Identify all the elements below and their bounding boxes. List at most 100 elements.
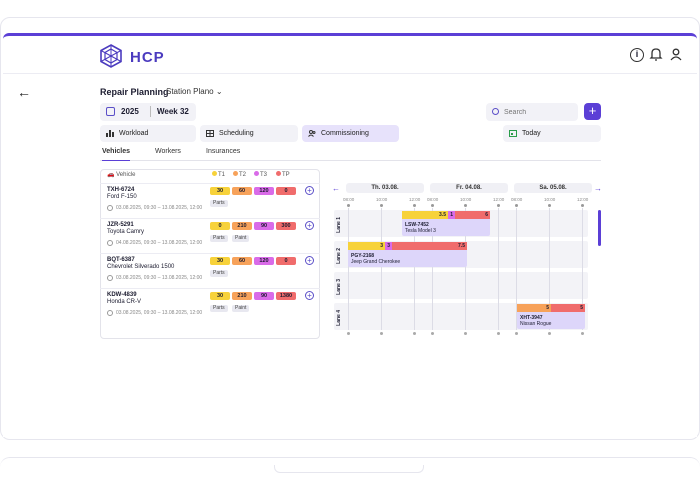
vehicle-time: 04.08.2025, 09:30 – 13.08.2025, 12:00 [116, 240, 203, 246]
grid-icon [206, 130, 214, 137]
legend-t3: T3 [254, 171, 267, 178]
user-icon[interactable] [669, 47, 683, 62]
badge-t1: 0 [210, 222, 230, 230]
add-button[interactable]: + [584, 103, 601, 120]
vehicle-plate: TXH-6724 [107, 187, 135, 193]
job-card[interactable]: 3 3 7.5 PGY-2168 Jeep Grand Cherokee [348, 242, 467, 267]
job-plate: PGY-2168 [351, 253, 375, 259]
hour-label: 10:00 [544, 197, 556, 202]
hour-tick [347, 204, 350, 207]
station-select[interactable]: Station Plano ⌄ [166, 87, 223, 96]
year-value: 2025 [121, 107, 139, 116]
grid-line [348, 208, 349, 330]
job-seg-tp: 6 [455, 211, 490, 219]
vehicle-row[interactable]: BQT-6387 Chevrolet Silverado 1500 03.08.… [100, 253, 320, 288]
device-notch [274, 465, 424, 473]
vehicle-row[interactable]: JZR-5291 Toyota Camry 04.08.2025, 09:30 … [100, 218, 320, 253]
grid-dot [497, 332, 500, 335]
badge-t1: 30 [210, 292, 230, 300]
badge-t2: 210 [232, 292, 252, 300]
vehicle-row[interactable]: KDW-4839 Honda CR-V 03.08.2025, 09:30 – … [100, 288, 320, 323]
lane-row[interactable]: Lane 3 [334, 272, 588, 299]
tag-paint: Paint [232, 305, 250, 312]
grid-line [516, 208, 517, 330]
grid-line [432, 208, 433, 330]
tag-parts: Parts [210, 200, 228, 207]
device-base [0, 457, 700, 487]
badge-t1: 30 [210, 257, 230, 265]
vehicle-plate: KDW-4839 [107, 292, 137, 298]
vehicle-model: Ford F-150 [107, 194, 137, 200]
vehicle-row[interactable]: TXH-6724 Ford F-150 03.08.2025, 09:30 – … [100, 183, 320, 218]
logo-icon [100, 44, 122, 68]
clock-icon [107, 310, 113, 316]
hour-label: 10:00 [376, 197, 388, 202]
grid-dot [380, 332, 383, 335]
job-card[interactable]: 5 5 XHT-3947 Nissan Rogue [517, 304, 585, 329]
bell-icon[interactable] [649, 47, 663, 62]
users-icon [308, 130, 316, 137]
mode-workload-button[interactable]: Workload [100, 125, 196, 142]
vehicle-legend: 🚗 Vehicle T1 T2 T3 TP [100, 171, 320, 181]
calendar-icon [106, 107, 115, 116]
grid-dot [581, 332, 584, 335]
grid-dot [347, 332, 350, 335]
hour-label: 08:00 [343, 197, 355, 202]
year-week-selector[interactable]: 2025 Week 32 [100, 103, 196, 121]
legend-t1: T1 [212, 171, 225, 178]
hour-label: 12:00 [493, 197, 505, 202]
search-input[interactable] [504, 105, 574, 119]
badge-t2: 60 [232, 187, 252, 195]
app-window: HCP i ← Repair Planning Station Plano ⌄ … [3, 33, 697, 437]
search-icon [492, 108, 499, 115]
tag-parts: Parts [210, 270, 228, 277]
tab-workers[interactable]: Workers [155, 148, 181, 155]
vehicle-plate: BQT-6387 [107, 257, 135, 263]
badge-t2: 60 [232, 257, 252, 265]
hour-tick [497, 204, 500, 207]
badge-t3: 90 [254, 222, 274, 230]
vehicle-plate: JZR-5291 [107, 222, 134, 228]
vehicle-time: 03.08.2025, 09:30 – 13.08.2025, 12:00 [116, 205, 203, 211]
job-model: Jeep Grand Cherokee [351, 259, 401, 265]
lane-label: Lane 1 [336, 217, 342, 233]
grid-line [498, 208, 499, 330]
job-seg-t1 [402, 211, 433, 219]
info-icon[interactable]: i [630, 48, 644, 62]
vehicle-header: 🚗 Vehicle [107, 172, 136, 178]
add-row-icon[interactable]: + [305, 186, 314, 195]
job-card[interactable]: 3.5 1 6 LSW-7452 Tesla Model 3 [402, 211, 490, 236]
hour-tick [548, 204, 551, 207]
add-row-icon[interactable]: + [305, 221, 314, 230]
job-seg-tp: 5 [551, 304, 585, 312]
timeline-prev-icon[interactable]: ← [332, 184, 340, 193]
clock-icon [107, 205, 113, 211]
hour-label: 12:00 [409, 197, 421, 202]
add-row-icon[interactable]: + [305, 256, 314, 265]
job-seg-t1: 3.5 [433, 211, 448, 219]
tag-parts: Parts [210, 305, 228, 312]
chevron-down-icon: ⌄ [215, 87, 223, 96]
mode-commissioning-button[interactable]: Commissioning [302, 125, 399, 142]
legend-t2: T2 [233, 171, 246, 178]
tab-vehicles[interactable]: Vehicles [102, 148, 131, 161]
lane-label: Lane 2 [336, 248, 342, 264]
back-arrow-icon[interactable]: ← [17, 84, 31, 100]
grid-line [414, 208, 415, 330]
grid-dot [413, 332, 416, 335]
add-row-icon[interactable]: + [305, 291, 314, 300]
badge-tp: 0 [276, 187, 296, 195]
badge-tp: 300 [276, 222, 296, 230]
tab-insurances[interactable]: Insurances [206, 148, 241, 155]
hour-label: 08:00 [511, 197, 523, 202]
grid-line [582, 208, 583, 330]
page-title: Repair Planning [100, 87, 169, 97]
timeline-next-icon[interactable]: → [594, 184, 602, 193]
mode-scheduling-button[interactable]: Scheduling [200, 125, 298, 142]
tab-bar: Vehicles Workers Insurances [100, 148, 601, 161]
calendar-icon [509, 130, 517, 137]
badge-t1: 30 [210, 187, 230, 195]
timeline-scrollbar[interactable] [598, 210, 601, 246]
today-button[interactable]: Today [503, 125, 601, 142]
job-seg-tp: 7.5 [392, 242, 467, 250]
